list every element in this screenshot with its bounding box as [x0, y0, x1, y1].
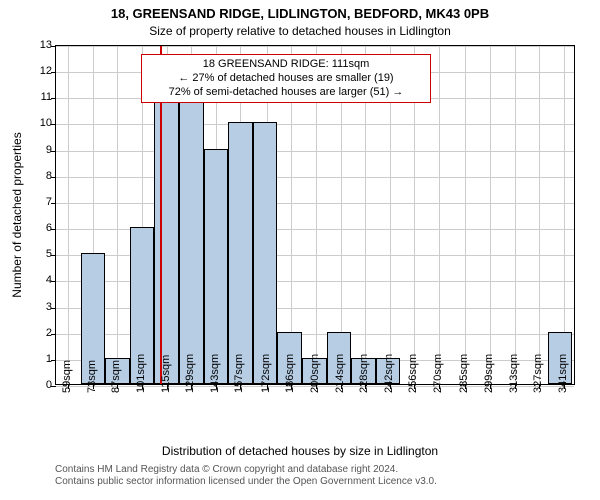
histogram-bar [253, 122, 278, 384]
plot-area: 18 GREENSAND RIDGE: 111sqm ← 27% of deta… [55, 45, 575, 385]
ytick-label: 1 [12, 353, 52, 365]
ytick-label: 4 [12, 274, 52, 286]
ytick-label: 2 [12, 327, 52, 339]
histogram-bar [228, 122, 253, 384]
ytick-label: 9 [12, 144, 52, 156]
ytick-label: 3 [12, 301, 52, 313]
ytick-label: 10 [12, 117, 52, 129]
property-info-box: 18 GREENSAND RIDGE: 111sqm ← 27% of deta… [141, 54, 431, 103]
x-axis-label: Distribution of detached houses by size … [0, 444, 600, 458]
histogram-bar [154, 96, 179, 384]
info-line-size: 18 GREENSAND RIDGE: 111sqm [150, 58, 422, 72]
gridline-v [117, 46, 118, 384]
ytick-label: 5 [12, 248, 52, 260]
copyright-footer: Contains HM Land Registry data © Crown c… [55, 464, 437, 488]
gridline-v [68, 46, 69, 384]
ytick-label: 8 [12, 170, 52, 182]
ytick-label: 11 [12, 91, 52, 103]
y-axis-label: Number of detached properties [10, 132, 24, 297]
gridline-v [439, 46, 440, 384]
gridline-v [465, 46, 466, 384]
gridline-h [56, 203, 574, 204]
chart-title-address: 18, GREENSAND RIDGE, LIDLINGTON, BEDFORD… [0, 6, 600, 21]
info-line-larger: 72% of semi-detached houses are larger (… [150, 86, 422, 100]
gridline-h [56, 177, 574, 178]
ytick-label: 0 [12, 379, 52, 391]
gridline-v [515, 46, 516, 384]
gridline-v [539, 46, 540, 384]
info-line-smaller: ← 27% of detached houses are smaller (19… [150, 72, 422, 86]
ytick-label: 7 [12, 196, 52, 208]
gridline-h [56, 46, 574, 47]
ytick-label: 12 [12, 65, 52, 77]
ytick-label: 6 [12, 222, 52, 234]
chart-container: 18, GREENSAND RIDGE, LIDLINGTON, BEDFORD… [0, 0, 600, 500]
footer-line1: Contains HM Land Registry data © Crown c… [55, 464, 437, 476]
ytick-label: 13 [12, 39, 52, 51]
gridline-h [56, 151, 574, 152]
chart-subtitle: Size of property relative to detached ho… [0, 24, 600, 38]
gridline-h [56, 124, 574, 125]
histogram-bar [179, 96, 204, 384]
footer-line2: Contains public sector information licen… [55, 476, 437, 488]
histogram-bar [204, 149, 229, 384]
gridline-v [490, 46, 491, 384]
